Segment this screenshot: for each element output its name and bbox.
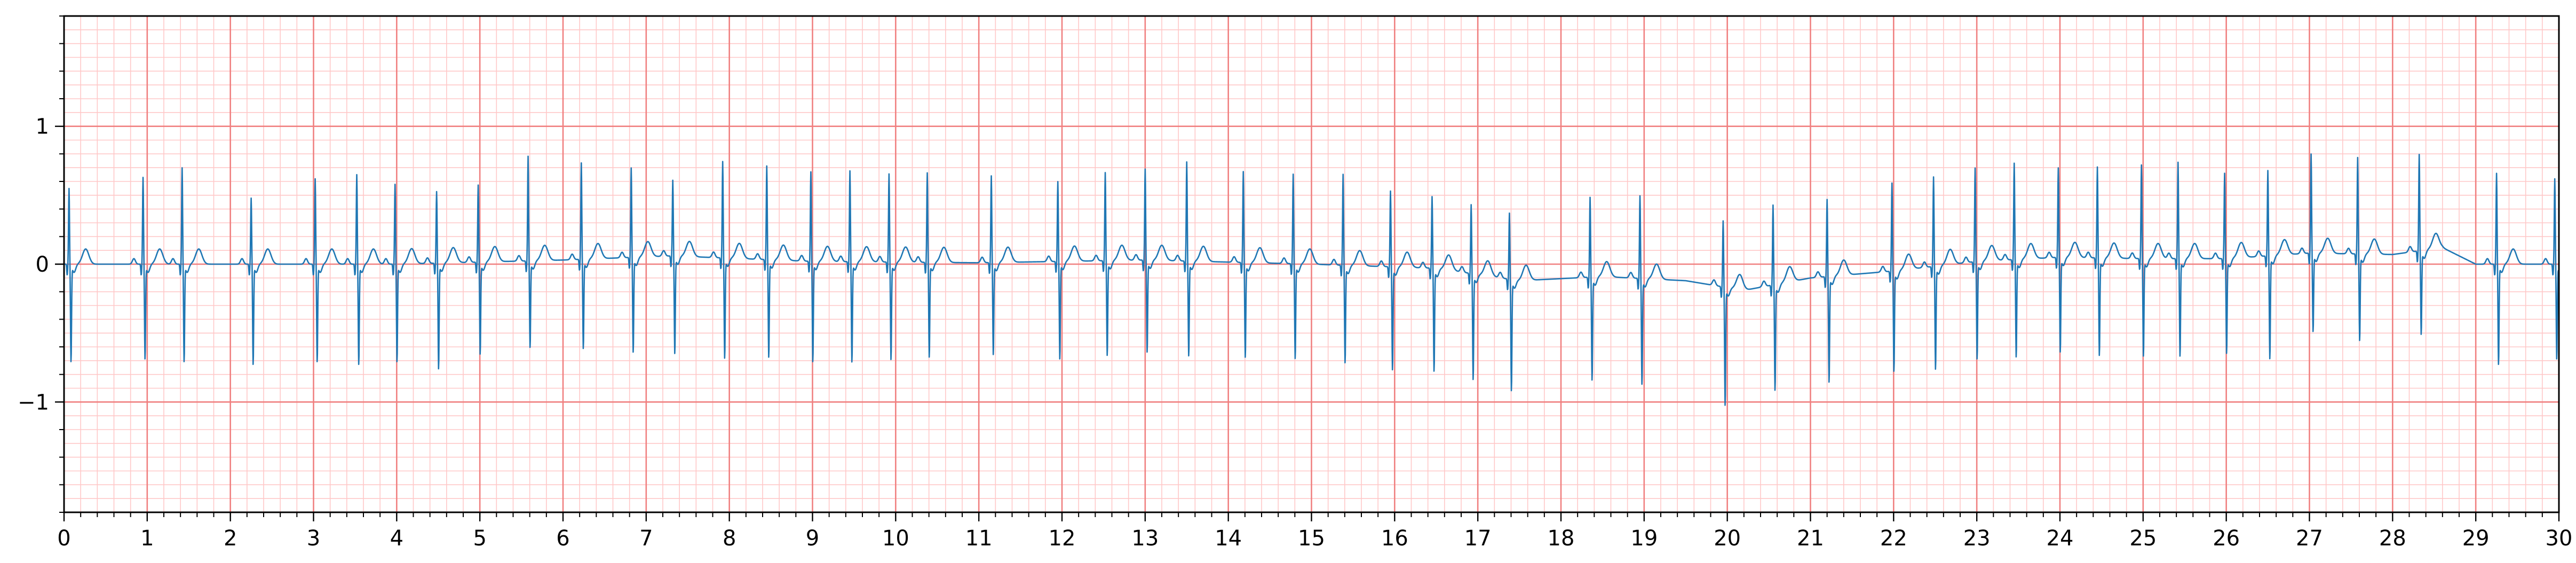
x-tick-label: 1 (140, 526, 154, 551)
y-tick-label: −1 (18, 390, 49, 415)
x-tick-label: 20 (1714, 526, 1741, 551)
x-tick-label: 6 (556, 526, 569, 551)
x-axis-ticks: 0 1 2 3 4 5 6 7 8 9 10 11 12 13 14 15 16 17 18 19 20 21 22 23 24… (57, 512, 2572, 551)
x-tick-label: 2 (224, 526, 237, 551)
x-tick-label: 18 (1548, 526, 1575, 551)
x-tick-label: 3 (307, 526, 320, 551)
x-tick-label: 30 (2546, 526, 2573, 551)
x-tick-label: 23 (1963, 526, 1991, 551)
x-tick-label: 21 (1797, 526, 1824, 551)
x-tick-label: 28 (2379, 526, 2406, 551)
y-axis-ticks: −1 0 1 (18, 15, 64, 513)
x-tick-label: 0 (57, 526, 70, 551)
x-tick-label: 9 (806, 526, 819, 551)
x-tick-label: 22 (1880, 526, 1907, 551)
x-tick-label: 8 (723, 526, 736, 551)
x-tick-label: 12 (1049, 526, 1076, 551)
x-tick-label: 10 (882, 526, 909, 551)
x-tick-label: 15 (1298, 526, 1325, 551)
x-tick-label: 7 (639, 526, 653, 551)
x-tick-label: 24 (2047, 526, 2074, 551)
ecg-trace-line (64, 153, 2560, 406)
x-tick-label: 4 (390, 526, 403, 551)
x-tick-label: 27 (2296, 526, 2323, 551)
x-tick-label: 25 (2129, 526, 2157, 551)
x-tick-label: 29 (2462, 526, 2490, 551)
x-tick-label: 17 (1464, 526, 1492, 551)
y-tick-label: 0 (36, 252, 49, 277)
x-tick-label: 16 (1381, 526, 1408, 551)
x-tick-label: 14 (1215, 526, 1242, 551)
y-tick-label: 1 (36, 115, 49, 139)
x-tick-label: 26 (2213, 526, 2240, 551)
x-tick-label: 5 (473, 526, 486, 551)
x-tick-label: 13 (1131, 526, 1159, 551)
x-tick-label: 19 (1630, 526, 1658, 551)
x-tick-label: 11 (965, 526, 993, 551)
